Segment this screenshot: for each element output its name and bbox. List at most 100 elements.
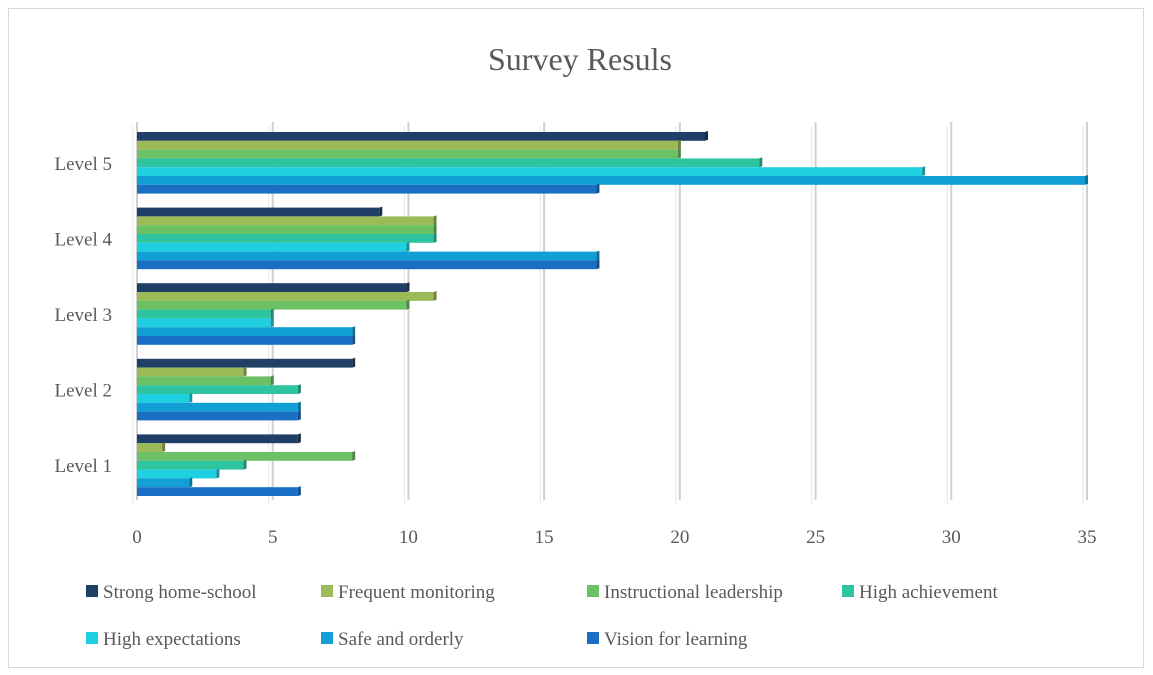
bar-side xyxy=(297,433,301,444)
bar xyxy=(137,166,926,176)
bar xyxy=(137,486,301,496)
bar-face xyxy=(137,318,271,328)
bar xyxy=(137,299,410,310)
legend-label: High achievement xyxy=(859,582,998,603)
bar-side xyxy=(189,393,193,403)
bar xyxy=(137,468,220,479)
bar-side xyxy=(352,326,356,336)
bar-face xyxy=(137,478,190,488)
bar-side xyxy=(596,259,600,270)
bar-side xyxy=(759,157,763,168)
bar xyxy=(137,401,301,412)
bar-face xyxy=(137,376,271,386)
legend-label: Safe and orderly xyxy=(338,629,464,650)
bar-side xyxy=(352,451,356,461)
legend-swatch xyxy=(86,632,98,644)
bar xyxy=(137,175,1088,185)
bar-side xyxy=(433,291,437,301)
bar-side xyxy=(677,139,681,150)
bar-face xyxy=(137,358,353,368)
bar xyxy=(137,291,437,301)
bar-side xyxy=(270,317,274,328)
legend-item: Instructional leadership xyxy=(587,582,783,603)
bar-face xyxy=(137,402,298,412)
bar-side xyxy=(677,148,681,159)
x-tick-label: 5 xyxy=(268,527,278,548)
bar-face xyxy=(137,242,407,252)
bar-side xyxy=(162,442,166,452)
bar-face xyxy=(137,487,298,496)
bar-face xyxy=(137,460,244,470)
bar-side xyxy=(270,375,274,386)
bar-side xyxy=(352,335,356,345)
category-label: Level 5 xyxy=(54,154,112,175)
bar-face xyxy=(137,292,434,301)
bar-face xyxy=(137,176,1085,185)
bar-side xyxy=(297,410,301,421)
bars xyxy=(137,131,1088,496)
chart-title: Survey Resuls xyxy=(488,41,672,77)
legend-item: Vision for learning xyxy=(587,629,748,650)
bar-face xyxy=(137,184,597,194)
bar-face xyxy=(137,309,271,319)
bar-side xyxy=(922,166,926,176)
bar xyxy=(137,241,410,252)
bar-face xyxy=(137,216,434,226)
bar-face xyxy=(137,327,353,336)
bar-side xyxy=(406,241,410,252)
bar-side xyxy=(596,183,600,194)
bar xyxy=(137,433,301,444)
bar-side xyxy=(243,459,247,470)
bar-face xyxy=(137,225,434,234)
bar-face xyxy=(137,260,597,270)
legend-item: Safe and orderly xyxy=(321,629,464,650)
bar-side xyxy=(189,477,193,488)
bar-side xyxy=(352,357,356,368)
bar xyxy=(137,477,193,488)
legend-label: Strong home-school xyxy=(103,582,257,603)
bar-side xyxy=(297,486,301,496)
bar-face xyxy=(137,469,217,479)
bar-side xyxy=(379,206,383,217)
bar-side xyxy=(406,299,410,310)
bar-side xyxy=(433,224,437,234)
bar-side xyxy=(596,250,600,261)
bar xyxy=(137,139,681,150)
legend-swatch xyxy=(842,585,854,597)
legend-label: High expectations xyxy=(103,629,241,650)
x-tick-label: 35 xyxy=(1078,527,1097,548)
bar-side xyxy=(433,233,437,243)
legend-item: High achievement xyxy=(842,582,998,603)
bar-face xyxy=(137,452,353,461)
bar-side xyxy=(705,131,708,141)
bar xyxy=(137,317,274,328)
x-tick-label: 10 xyxy=(399,527,418,548)
x-tick-label: 0 xyxy=(132,527,142,548)
bar-face xyxy=(137,167,923,176)
bar-face xyxy=(137,149,678,159)
legend-label: Vision for learning xyxy=(604,629,748,650)
legend: Strong home-school Frequent monitoring Ins… xyxy=(86,582,998,650)
legend-item: Frequent monitoring xyxy=(321,582,495,603)
bar xyxy=(137,206,383,217)
bar-side xyxy=(433,215,437,226)
bar-face xyxy=(137,336,353,345)
legend-swatch xyxy=(86,585,98,597)
bar-face xyxy=(137,158,760,168)
bar xyxy=(137,366,247,377)
bar-face xyxy=(137,283,407,292)
bar xyxy=(137,215,437,226)
bar xyxy=(137,442,166,452)
bar-side xyxy=(1085,175,1088,185)
legend-swatch xyxy=(321,632,333,644)
bar-face xyxy=(137,434,298,444)
bar xyxy=(137,131,708,141)
bar xyxy=(137,148,681,159)
bar-face xyxy=(137,385,298,394)
bar xyxy=(137,410,301,421)
bar xyxy=(137,157,763,168)
bar xyxy=(137,282,410,292)
bar-face xyxy=(137,300,407,310)
bar-face xyxy=(137,394,190,403)
